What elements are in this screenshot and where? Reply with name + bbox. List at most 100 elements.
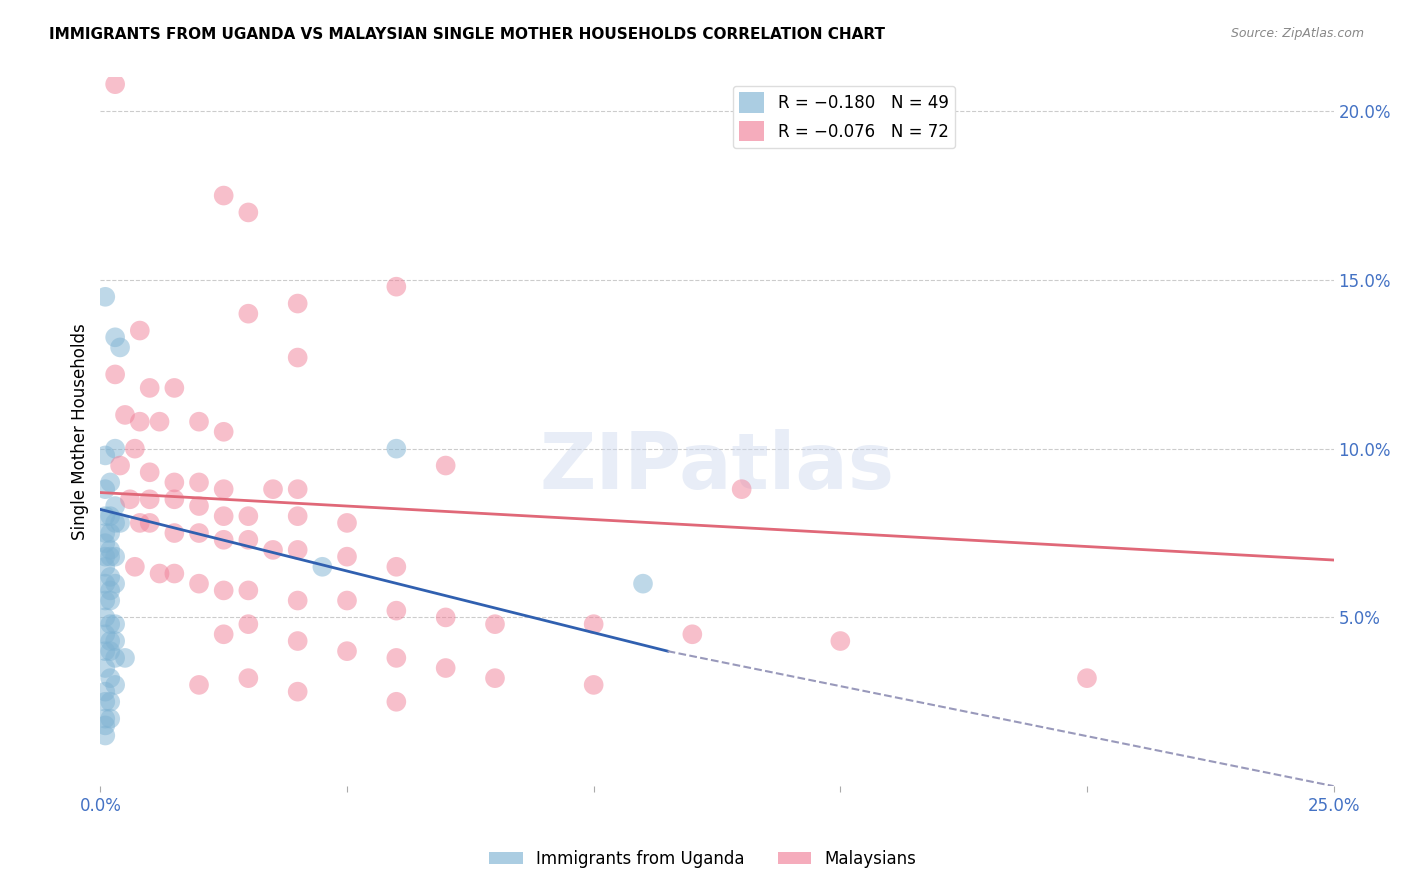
Point [163,566,186,581]
Point [484,671,506,685]
Point [238,533,260,547]
Point [163,475,186,490]
Point [98,671,121,685]
Point [104,516,127,530]
Text: IMMIGRANTS FROM UGANDA VS MALAYSIAN SINGLE MOTHER HOUSEHOLDS CORRELATION CHART: IMMIGRANTS FROM UGANDA VS MALAYSIAN SING… [49,27,886,42]
Point [336,644,359,658]
Point [262,542,284,557]
Point [94,509,117,524]
Point [336,593,359,607]
Point [94,526,117,541]
Point [104,77,127,91]
Point [98,634,121,648]
Point [104,330,127,344]
Point [238,307,260,321]
Text: ZIPatlas: ZIPatlas [540,429,894,505]
Point [124,559,146,574]
Point [212,583,235,598]
Point [94,729,117,743]
Point [128,324,150,338]
Point [94,576,117,591]
Point [188,475,211,490]
Point [124,442,146,456]
Point [385,604,408,618]
Point [434,458,457,473]
Point [830,634,852,648]
Point [434,610,457,624]
Point [98,475,121,490]
Point [287,509,309,524]
Point [98,617,121,632]
Point [287,351,309,365]
Point [385,279,408,293]
Point [238,205,260,219]
Point [98,593,121,607]
Point [94,290,117,304]
Point [434,661,457,675]
Text: Source: ZipAtlas.com: Source: ZipAtlas.com [1230,27,1364,40]
Point [104,678,127,692]
Point [238,617,260,632]
Point [681,627,703,641]
Point [94,718,117,732]
Point [98,526,121,541]
Point [104,634,127,648]
Point [188,678,211,692]
Point [287,634,309,648]
Point [138,492,160,507]
Point [188,499,211,513]
Point [98,570,121,584]
Point [104,651,127,665]
Point [104,549,127,564]
Point [212,188,235,202]
Point [98,644,121,658]
Point [484,617,506,632]
Legend: Immigrants from Uganda, Malaysians: Immigrants from Uganda, Malaysians [482,844,924,875]
Point [730,482,752,496]
Point [94,449,117,463]
Point [108,516,131,530]
Point [98,695,121,709]
Point [238,583,260,598]
Point [94,627,117,641]
Point [94,695,117,709]
Point [128,516,150,530]
Point [118,492,141,507]
Point [385,559,408,574]
Point [94,610,117,624]
Point [631,576,654,591]
Point [1076,671,1098,685]
Point [138,465,160,479]
Point [287,296,309,310]
Point [238,509,260,524]
Point [138,381,160,395]
Point [262,482,284,496]
Point [94,661,117,675]
Point [287,684,309,698]
Point [114,408,136,422]
Point [94,684,117,698]
Point [188,415,211,429]
Point [104,368,127,382]
Point [212,509,235,524]
Point [287,593,309,607]
Point [163,381,186,395]
Point [287,482,309,496]
Point [212,425,235,439]
Point [104,576,127,591]
Point [212,533,235,547]
Point [212,627,235,641]
Point [238,671,260,685]
Point [582,678,605,692]
Point [94,482,117,496]
Point [188,576,211,591]
Point [94,559,117,574]
Point [128,415,150,429]
Point [94,536,117,550]
Point [98,549,121,564]
Point [98,542,121,557]
Point [94,549,117,564]
Point [98,509,121,524]
Point [94,593,117,607]
Point [336,549,359,564]
